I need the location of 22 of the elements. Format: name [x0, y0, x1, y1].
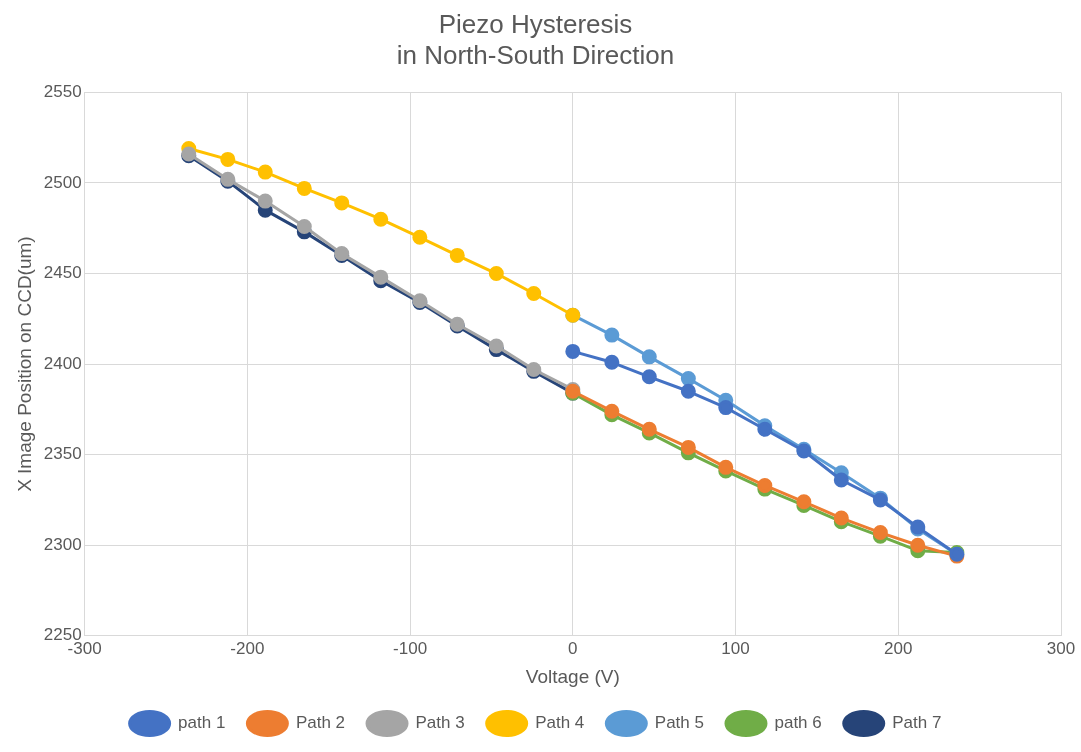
y-tick-label: 2550: [43, 82, 82, 102]
legend-label: path 1: [178, 713, 226, 733]
y-tick-label: 2350: [43, 444, 82, 464]
x-tick-label: 0: [568, 638, 578, 658]
x-tick-label: 100: [721, 638, 750, 658]
y-tick-label: 2500: [43, 172, 82, 192]
y-tick-label: 2400: [43, 353, 82, 373]
y-tick-label: 2450: [43, 263, 82, 283]
x-tick-label: -100: [393, 638, 428, 658]
legend-label: Path 7: [892, 713, 942, 733]
legend-label: Path 4: [535, 713, 585, 733]
legend-label: Path 3: [415, 713, 465, 733]
x-tick-label: -200: [230, 638, 265, 658]
x-axis-title: Voltage (V): [525, 665, 620, 687]
x-tick-label: 300: [1046, 638, 1076, 658]
y-tick-label: 2300: [43, 534, 82, 554]
chart-title: Piezo Hysteresis in North-South Direction: [396, 8, 675, 70]
legend-label: Path 2: [295, 713, 346, 733]
x-tick-label: 200: [884, 638, 913, 658]
legend-label: path 6: [774, 713, 822, 733]
legend-label: Path 5: [654, 713, 704, 733]
y-axis-title: X Image Position on CCD(um): [13, 236, 35, 492]
